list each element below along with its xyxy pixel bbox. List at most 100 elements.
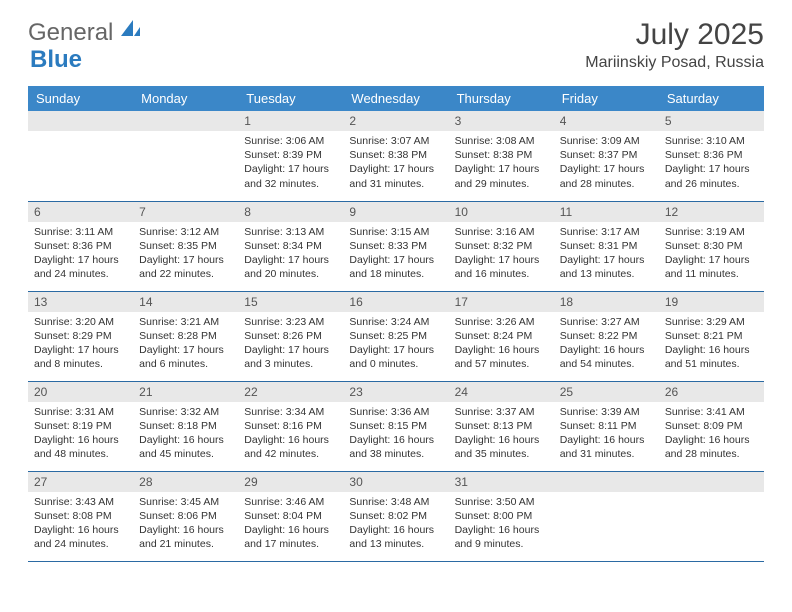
calendar-day-cell: 17Sunrise: 3:26 AMSunset: 8:24 PMDayligh… [449,291,554,381]
sunset-text: Sunset: 8:28 PM [139,329,232,343]
calendar-day-cell: 2Sunrise: 3:07 AMSunset: 8:38 PMDaylight… [343,111,448,201]
day-number: 27 [28,472,133,492]
daylight-text: Daylight: 16 hours and 9 minutes. [455,523,548,551]
calendar-week-row: 13Sunrise: 3:20 AMSunset: 8:29 PMDayligh… [28,291,764,381]
day-number [133,111,238,131]
daylight-text: Daylight: 16 hours and 48 minutes. [34,433,127,461]
day-number: 21 [133,382,238,402]
daylight-text: Daylight: 17 hours and 8 minutes. [34,343,127,371]
sunset-text: Sunset: 8:26 PM [244,329,337,343]
sunset-text: Sunset: 8:29 PM [34,329,127,343]
sunrise-text: Sunrise: 3:21 AM [139,315,232,329]
day-details: Sunrise: 3:16 AMSunset: 8:32 PMDaylight:… [449,222,554,288]
day-number: 2 [343,111,448,131]
daylight-text: Daylight: 16 hours and 54 minutes. [560,343,653,371]
calendar-day-cell: 30Sunrise: 3:48 AMSunset: 8:02 PMDayligh… [343,471,448,561]
daylight-text: Daylight: 16 hours and 35 minutes. [455,433,548,461]
day-number: 23 [343,382,448,402]
daylight-text: Daylight: 16 hours and 31 minutes. [560,433,653,461]
day-details: Sunrise: 3:36 AMSunset: 8:15 PMDaylight:… [343,402,448,468]
sunrise-text: Sunrise: 3:43 AM [34,495,127,509]
sunrise-text: Sunrise: 3:26 AM [455,315,548,329]
day-details: Sunrise: 3:09 AMSunset: 8:37 PMDaylight:… [554,131,659,197]
weekday-header: Friday [554,86,659,111]
day-details: Sunrise: 3:43 AMSunset: 8:08 PMDaylight:… [28,492,133,558]
sunset-text: Sunset: 8:00 PM [455,509,548,523]
day-details: Sunrise: 3:48 AMSunset: 8:02 PMDaylight:… [343,492,448,558]
day-number: 24 [449,382,554,402]
calendar-day-cell [133,111,238,201]
day-details: Sunrise: 3:31 AMSunset: 8:19 PMDaylight:… [28,402,133,468]
day-number: 19 [659,292,764,312]
sunset-text: Sunset: 8:34 PM [244,239,337,253]
sunset-text: Sunset: 8:08 PM [34,509,127,523]
sunrise-text: Sunrise: 3:11 AM [34,225,127,239]
day-number: 31 [449,472,554,492]
sunset-text: Sunset: 8:09 PM [665,419,758,433]
day-number: 18 [554,292,659,312]
sunset-text: Sunset: 8:36 PM [34,239,127,253]
day-number: 10 [449,202,554,222]
calendar-day-cell: 15Sunrise: 3:23 AMSunset: 8:26 PMDayligh… [238,291,343,381]
daylight-text: Daylight: 17 hours and 28 minutes. [560,162,653,190]
day-number: 5 [659,111,764,131]
sunrise-text: Sunrise: 3:36 AM [349,405,442,419]
sunset-text: Sunset: 8:32 PM [455,239,548,253]
sunset-text: Sunset: 8:31 PM [560,239,653,253]
daylight-text: Daylight: 17 hours and 29 minutes. [455,162,548,190]
sunrise-text: Sunrise: 3:09 AM [560,134,653,148]
sunrise-text: Sunrise: 3:31 AM [34,405,127,419]
calendar-day-cell: 11Sunrise: 3:17 AMSunset: 8:31 PMDayligh… [554,201,659,291]
day-details: Sunrise: 3:21 AMSunset: 8:28 PMDaylight:… [133,312,238,378]
sunrise-text: Sunrise: 3:39 AM [560,405,653,419]
sunset-text: Sunset: 8:24 PM [455,329,548,343]
day-details [554,492,659,552]
sunrise-text: Sunrise: 3:32 AM [139,405,232,419]
daylight-text: Daylight: 17 hours and 31 minutes. [349,162,442,190]
daylight-text: Daylight: 16 hours and 38 minutes. [349,433,442,461]
logo-text-2: Blue [30,46,82,73]
day-details: Sunrise: 3:13 AMSunset: 8:34 PMDaylight:… [238,222,343,288]
calendar-week-row: 27Sunrise: 3:43 AMSunset: 8:08 PMDayligh… [28,471,764,561]
calendar-week-row: 1Sunrise: 3:06 AMSunset: 8:39 PMDaylight… [28,111,764,201]
daylight-text: Daylight: 17 hours and 0 minutes. [349,343,442,371]
calendar-day-cell: 4Sunrise: 3:09 AMSunset: 8:37 PMDaylight… [554,111,659,201]
day-number: 8 [238,202,343,222]
day-details: Sunrise: 3:46 AMSunset: 8:04 PMDaylight:… [238,492,343,558]
weekday-header: Monday [133,86,238,111]
day-details: Sunrise: 3:07 AMSunset: 8:38 PMDaylight:… [343,131,448,197]
day-number: 3 [449,111,554,131]
day-number: 1 [238,111,343,131]
weekday-header: Sunday [28,86,133,111]
calendar-day-cell [554,471,659,561]
sunset-text: Sunset: 8:11 PM [560,419,653,433]
daylight-text: Daylight: 16 hours and 45 minutes. [139,433,232,461]
day-details: Sunrise: 3:10 AMSunset: 8:36 PMDaylight:… [659,131,764,197]
day-number: 14 [133,292,238,312]
calendar-day-cell: 7Sunrise: 3:12 AMSunset: 8:35 PMDaylight… [133,201,238,291]
daylight-text: Daylight: 17 hours and 22 minutes. [139,253,232,281]
calendar-day-cell: 26Sunrise: 3:41 AMSunset: 8:09 PMDayligh… [659,381,764,471]
day-number: 12 [659,202,764,222]
calendar-day-cell: 12Sunrise: 3:19 AMSunset: 8:30 PMDayligh… [659,201,764,291]
sunrise-text: Sunrise: 3:20 AM [34,315,127,329]
sunset-text: Sunset: 8:02 PM [349,509,442,523]
day-details: Sunrise: 3:23 AMSunset: 8:26 PMDaylight:… [238,312,343,378]
daylight-text: Daylight: 16 hours and 17 minutes. [244,523,337,551]
sunrise-text: Sunrise: 3:45 AM [139,495,232,509]
sunset-text: Sunset: 8:13 PM [455,419,548,433]
sunrise-text: Sunrise: 3:29 AM [665,315,758,329]
sunrise-text: Sunrise: 3:48 AM [349,495,442,509]
sunset-text: Sunset: 8:06 PM [139,509,232,523]
daylight-text: Daylight: 16 hours and 42 minutes. [244,433,337,461]
sunrise-text: Sunrise: 3:41 AM [665,405,758,419]
sunrise-text: Sunrise: 3:10 AM [665,134,758,148]
sunset-text: Sunset: 8:04 PM [244,509,337,523]
day-details: Sunrise: 3:17 AMSunset: 8:31 PMDaylight:… [554,222,659,288]
sunset-text: Sunset: 8:39 PM [244,148,337,162]
day-number: 22 [238,382,343,402]
day-details: Sunrise: 3:50 AMSunset: 8:00 PMDaylight:… [449,492,554,558]
day-number: 29 [238,472,343,492]
calendar-week-row: 20Sunrise: 3:31 AMSunset: 8:19 PMDayligh… [28,381,764,471]
day-details: Sunrise: 3:27 AMSunset: 8:22 PMDaylight:… [554,312,659,378]
